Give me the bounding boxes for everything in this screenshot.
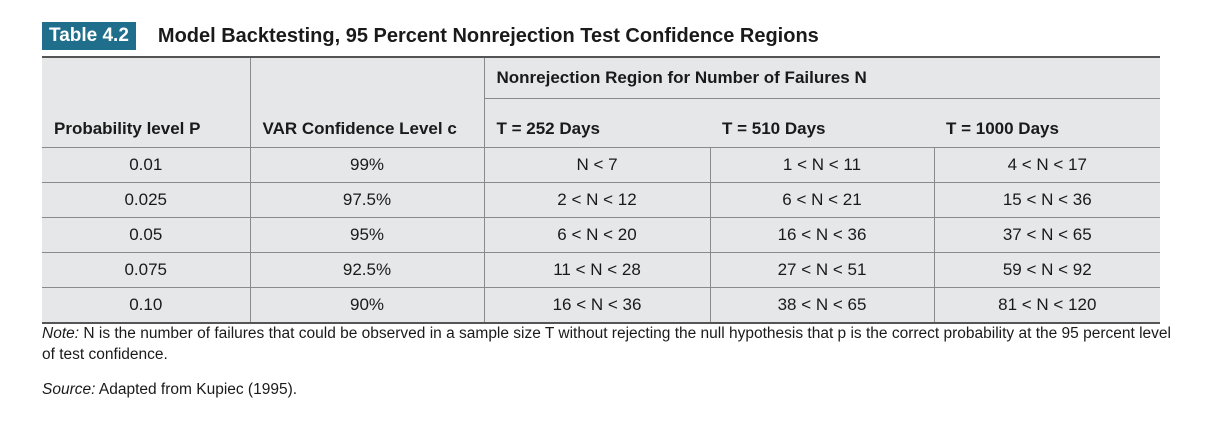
- cell-t252: 6 < N < 20: [483, 217, 710, 253]
- table-row: 0.025 97.5% 2 < N < 12 6 < N < 21 15 < N…: [42, 182, 1161, 218]
- source-text: Adapted from Kupiec (1995).: [98, 381, 298, 398]
- note-text: N is the number of failures that could b…: [42, 325, 1171, 363]
- cell-t510: 1 < N < 11: [709, 147, 934, 183]
- cell-t510: 16 < N < 36: [709, 217, 934, 253]
- table-row: 0.01 99% N < 7 1 < N < 11 4 < N < 17: [42, 147, 1161, 183]
- header-blank-2: [249, 56, 484, 99]
- cell-probability: 0.025: [42, 182, 250, 218]
- note-label: Note:: [42, 325, 80, 342]
- group-header: Nonrejection Region for Number of Failur…: [483, 56, 1161, 99]
- cell-confidence: 95%: [249, 217, 484, 253]
- source-label: Source:: [42, 381, 96, 398]
- cell-probability: 0.01: [42, 147, 250, 183]
- col-header-t510: T = 510 Days: [722, 119, 826, 138]
- cell-t1000: 59 < N < 92: [933, 252, 1161, 288]
- cell-confidence: 92.5%: [249, 252, 484, 288]
- cell-probability: 0.075: [42, 252, 250, 288]
- cell-t1000: 4 < N < 17: [933, 147, 1161, 183]
- backtesting-table: Nonrejection Region for Number of Failur…: [42, 56, 1161, 324]
- header-blank-1: [42, 56, 250, 99]
- col-header-probability: Probability level P: [54, 119, 201, 138]
- cell-t252: 2 < N < 12: [483, 182, 710, 218]
- col-header-t252: T = 252 Days: [483, 98, 710, 148]
- table-number-badge: Table 4.2: [42, 22, 136, 50]
- cell-t252: 11 < N < 28: [483, 252, 710, 288]
- cell-confidence: 90%: [249, 287, 484, 324]
- cell-t1000: 15 < N < 36: [933, 182, 1161, 218]
- table-caption: Table 4.2 Model Backtesting, 95 Percent …: [42, 22, 819, 50]
- cell-t510: 6 < N < 21: [709, 182, 934, 218]
- cell-probability: 0.10: [42, 287, 250, 324]
- cell-confidence: 97.5%: [249, 182, 484, 218]
- cell-t1000: 37 < N < 65: [933, 217, 1161, 253]
- table-row: 0.10 90% 16 < N < 36 38 < N < 65 81 < N …: [42, 287, 1161, 324]
- cell-t252: N < 7: [483, 147, 710, 183]
- cell-probability: 0.05: [42, 217, 250, 253]
- cell-t510: 38 < N < 65: [709, 287, 934, 324]
- cell-confidence: 99%: [249, 147, 484, 183]
- col-header-var-confidence: VAR Confidence Level c: [249, 98, 484, 148]
- table-title: Model Backtesting, 95 Percent Nonrejecti…: [157, 24, 819, 47]
- cell-t510: 27 < N < 51: [709, 252, 934, 288]
- cell-t1000: 81 < N < 120: [933, 287, 1161, 324]
- table-source: Source: Adapted from Kupiec (1995).: [42, 381, 297, 399]
- col-header-t1000: T = 1000 Days: [946, 119, 1059, 138]
- table-row: 0.075 92.5% 11 < N < 28 27 < N < 51 59 <…: [42, 252, 1161, 288]
- cell-t252: 16 < N < 36: [483, 287, 710, 324]
- table-note: Note: N is the number of failures that c…: [42, 323, 1182, 365]
- table-row: 0.05 95% 6 < N < 20 16 < N < 36 37 < N <…: [42, 217, 1161, 253]
